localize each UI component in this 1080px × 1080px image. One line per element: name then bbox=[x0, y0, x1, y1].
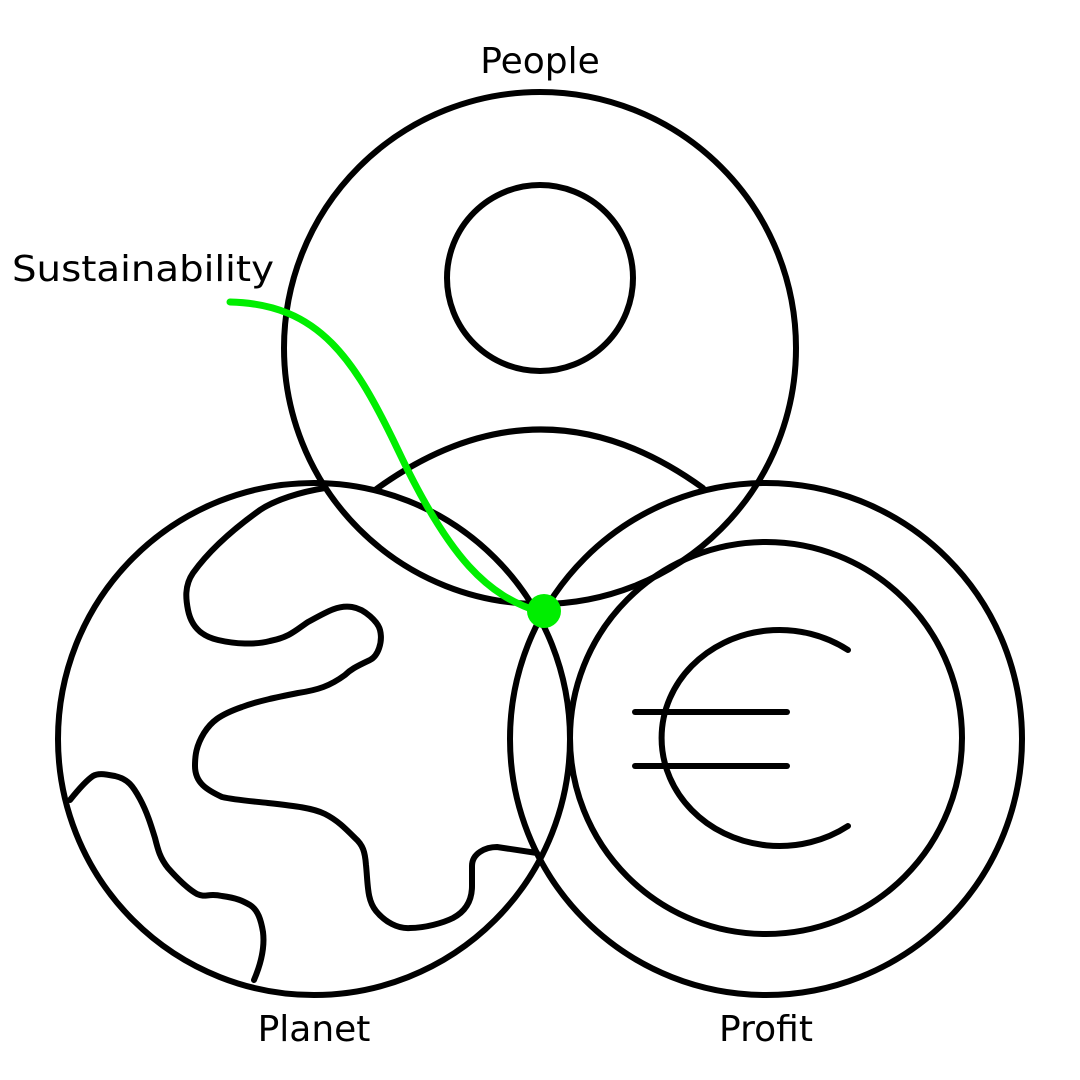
planet-circle bbox=[55, 480, 573, 998]
euro-sign-curve bbox=[658, 627, 851, 849]
people-label: People bbox=[480, 41, 600, 82]
sustainability-label: Sustainability bbox=[12, 249, 274, 290]
sustainability-pointer-line bbox=[226, 298, 544, 616]
sustainability-intersection-dot bbox=[527, 594, 561, 628]
person-shoulders bbox=[372, 426, 706, 493]
planet-outer-circle bbox=[55, 480, 573, 998]
euro-coin-icon bbox=[567, 539, 965, 937]
profit-circle bbox=[507, 480, 1025, 998]
globe-icon bbox=[67, 485, 540, 983]
continent-outline bbox=[183, 485, 540, 932]
coin-circle bbox=[567, 539, 965, 937]
person-head bbox=[444, 182, 636, 374]
planet-label: Planet bbox=[258, 1009, 371, 1050]
profit-outer-circle bbox=[507, 480, 1025, 998]
people-outer-circle bbox=[281, 89, 799, 607]
continent-outline-lower bbox=[67, 771, 267, 983]
profit-label: Profit bbox=[719, 1009, 813, 1050]
person-icon bbox=[372, 182, 706, 493]
people-circle bbox=[281, 89, 799, 607]
